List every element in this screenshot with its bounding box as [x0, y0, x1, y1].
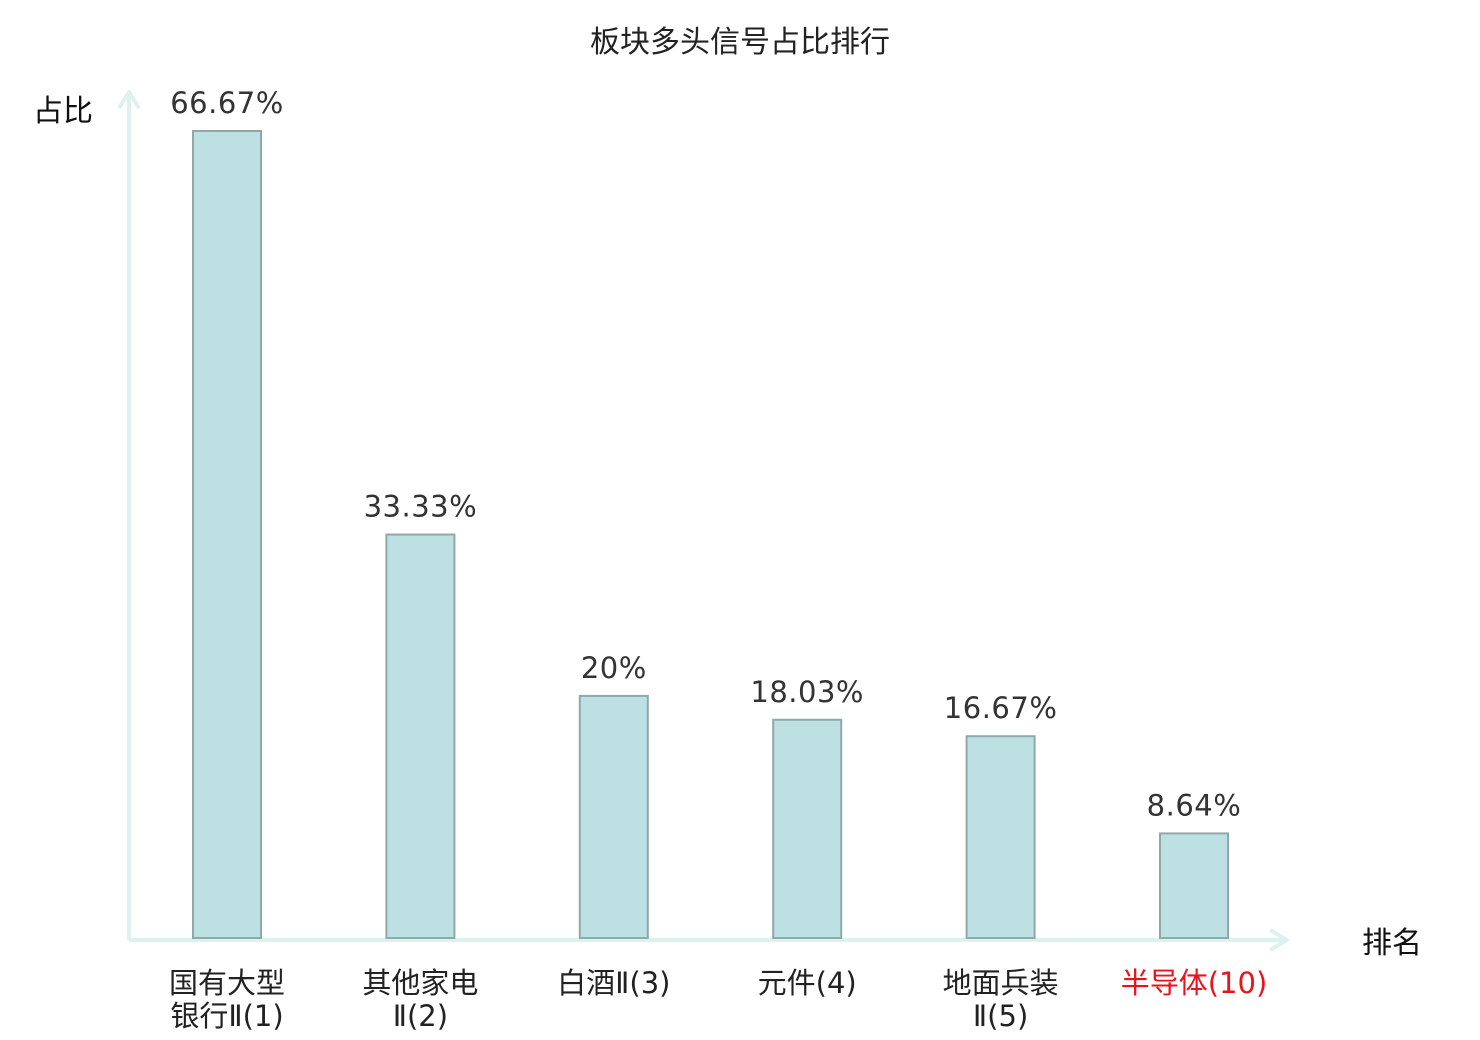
- value-labels: 66.67% 33.33% 20% 18.03% 16.67% 8.64%: [170, 86, 1241, 822]
- x-tick-label: 国有大型: [169, 966, 285, 1000]
- x-tick-label: 银行Ⅱ(1): [170, 999, 283, 1033]
- bar-value-label: 16.67%: [944, 691, 1058, 725]
- bar-value-label: 8.64%: [1147, 788, 1242, 822]
- bar: [192, 130, 262, 939]
- x-axis-arrow-icon: [1268, 928, 1289, 952]
- x-tick-label: Ⅱ(2): [393, 999, 448, 1033]
- bar: [965, 735, 1036, 939]
- bar-value-label: 18.03%: [750, 675, 864, 709]
- bar: [385, 533, 456, 940]
- x-tick-label: Ⅱ(5): [973, 999, 1028, 1033]
- y-axis: [117, 90, 141, 940]
- bars: [192, 130, 1229, 940]
- bar-value-label: 66.67%: [170, 86, 284, 120]
- x-axis-label: 排名: [1362, 926, 1422, 961]
- x-tick-label: 元件(4): [758, 966, 857, 1000]
- bar-value-label: 20%: [581, 651, 647, 685]
- x-tick-label: 地面兵装: [943, 966, 1059, 1000]
- x-tick-label: 白酒Ⅱ(3): [557, 966, 670, 1000]
- x-tick-label: 半导体(10): [1121, 966, 1268, 1000]
- y-axis-arrow-icon: [117, 90, 141, 110]
- bar: [578, 694, 649, 939]
- bar: [1159, 832, 1229, 939]
- bar-value-label: 33.33%: [364, 490, 478, 524]
- chart-title: 板块多头信号占比排行: [590, 25, 890, 60]
- y-axis-label: 占比: [33, 94, 93, 129]
- x-tick-label: 其他家电: [362, 966, 478, 1000]
- x-axis: [129, 928, 1289, 952]
- bar: [772, 718, 843, 939]
